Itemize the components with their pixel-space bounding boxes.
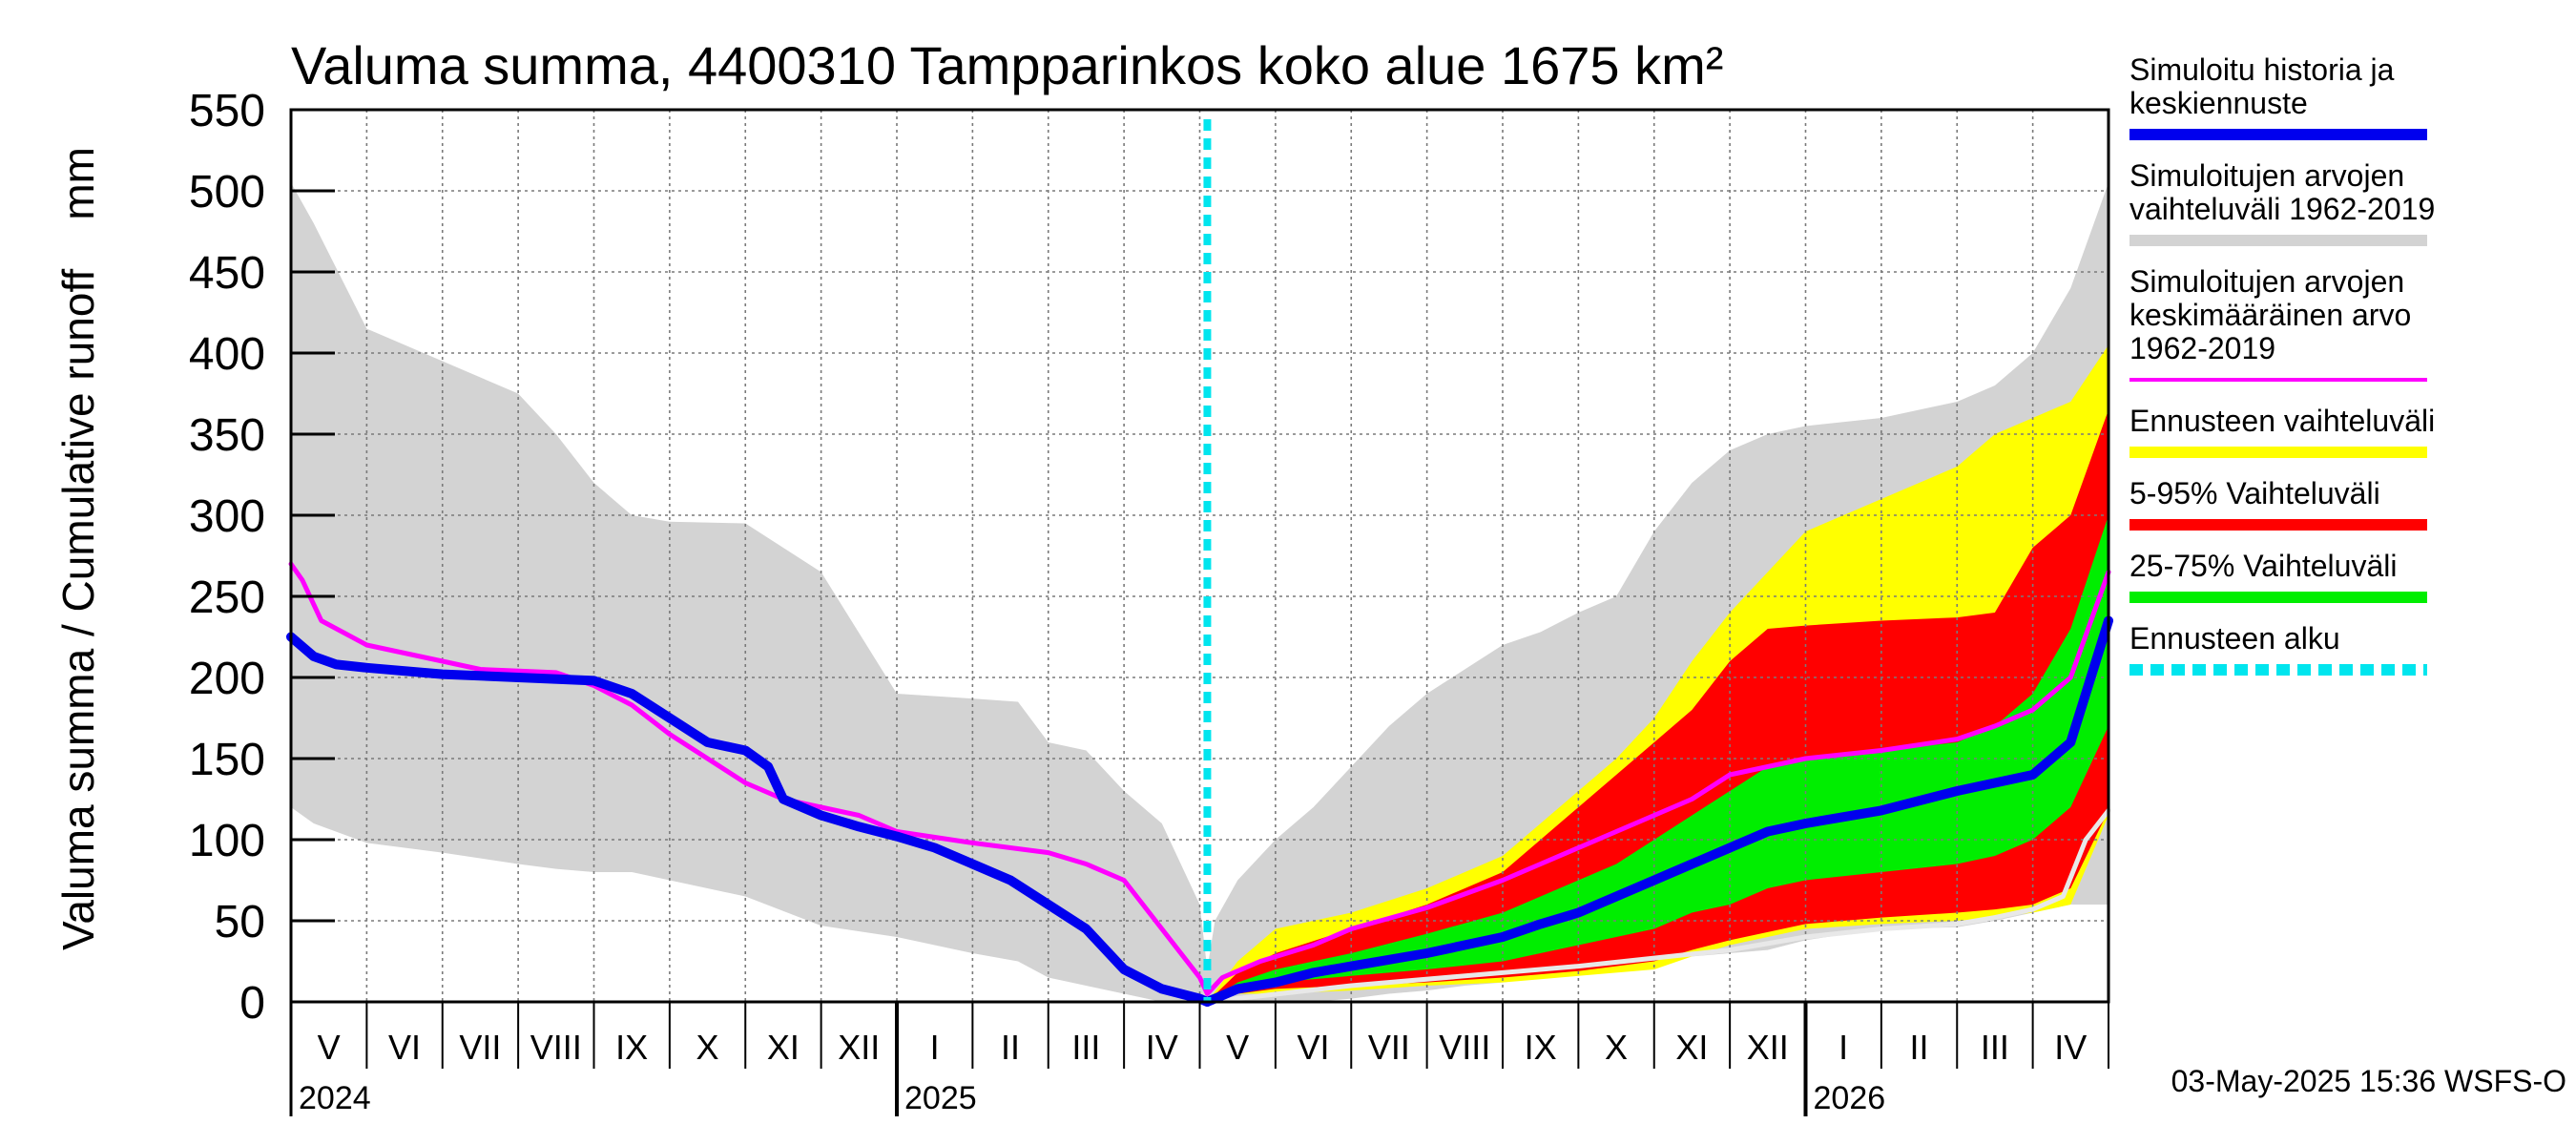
y-tick-label-200: 200 [189,654,265,704]
legend-text-0-1: keskiennuste [2129,86,2308,120]
legend-text-3-0: Ennusteen vaihteluväli [2129,404,2435,438]
x-month-label-19: XII [1747,1028,1789,1067]
axes-layer: 0 50 100 150 200 250 300 350 400 450 500 550 [189,86,2110,1029]
y-tick-label-100: 100 [189,816,265,866]
x-month-label-17: X [1605,1028,1628,1067]
x-month-label-15: VIII [1439,1028,1490,1067]
x-month-label-7: XII [838,1028,880,1067]
y-tick-label-350: 350 [189,410,265,461]
legend-text-2-2: 1962-2019 [2129,331,2275,365]
legend-text-6-0: Ennusteen alku [2129,621,2340,656]
legend-text-1-0: Simuloitujen arvojen [2129,158,2404,193]
x-month-label-6: XI [767,1028,800,1067]
x-year-label-2025: 2025 [904,1080,977,1116]
x-month-label-16: IX [1525,1028,1557,1067]
x-month-label-9: II [1001,1028,1020,1067]
legend-text-2-1: keskimääräinen arvo [2129,298,2411,332]
y-tick-label-400: 400 [189,329,265,380]
legend-text-2-0: Simuloitujen arvojen [2129,264,2404,299]
y-axis-label: Valuma summa / Cumulative runoff mm [53,147,103,950]
legend-text-1-1: vaihteluväli 1962-2019 [2129,192,2435,226]
x-month-label-8: I [930,1028,940,1067]
legend-text-4-0: 5-95% Vaihteluväli [2129,476,2380,510]
x-year-label-2024: 2024 [299,1080,371,1116]
y-tick-label-550: 550 [189,86,265,136]
chart-title: Valuma summa, 4400310 Tampparinkos koko … [291,35,1723,95]
x-month-label-4: IX [615,1028,648,1067]
legend-text-0-0: Simuloitu historia ja [2129,52,2395,87]
y-tick-label-50: 50 [215,897,265,947]
lines-layer [286,119,2113,1007]
x-month-label-21: II [1910,1028,1929,1067]
x-month-label-0: V [318,1028,341,1067]
y-tick-label-300: 300 [189,491,265,542]
y-tick-label-150: 150 [189,735,265,785]
x-month-label-14: VII [1368,1028,1410,1067]
line-simulated_median [286,615,2113,1007]
x-month-label-2: VII [459,1028,501,1067]
x-month-label-10: III [1071,1028,1100,1067]
y-tick-label-250: 250 [189,572,265,623]
legend-text-5-0: 25-75% Vaihteluväli [2129,549,2397,583]
y-tick-label-450: 450 [189,248,265,299]
x-month-label-20: I [1839,1028,1848,1067]
x-month-label-5: X [696,1028,719,1067]
x-month-label-23: IV [2054,1028,2087,1067]
x-labels-layer: V VI VII VIII IX X XI XII I II III IV V VI VII VIII IX X X… [289,1002,2109,1116]
y-tick-label-500: 500 [189,167,265,218]
line-lower_extreme_line [1204,807,2111,1005]
x-month-label-12: V [1226,1028,1249,1067]
x-month-label-13: VI [1298,1028,1330,1067]
x-month-label-3: VIII [530,1028,582,1067]
x-month-label-1: VI [388,1028,421,1067]
x-month-label-11: IV [1146,1028,1178,1067]
y-tick-label-0: 0 [239,978,265,1029]
timestamp: 03-May-2025 15:36 WSFS-O [2171,1064,2566,1098]
x-month-label-18: XI [1675,1028,1708,1067]
x-month-label-22: III [1981,1028,2009,1067]
x-year-label-2026: 2026 [1814,1080,1886,1116]
